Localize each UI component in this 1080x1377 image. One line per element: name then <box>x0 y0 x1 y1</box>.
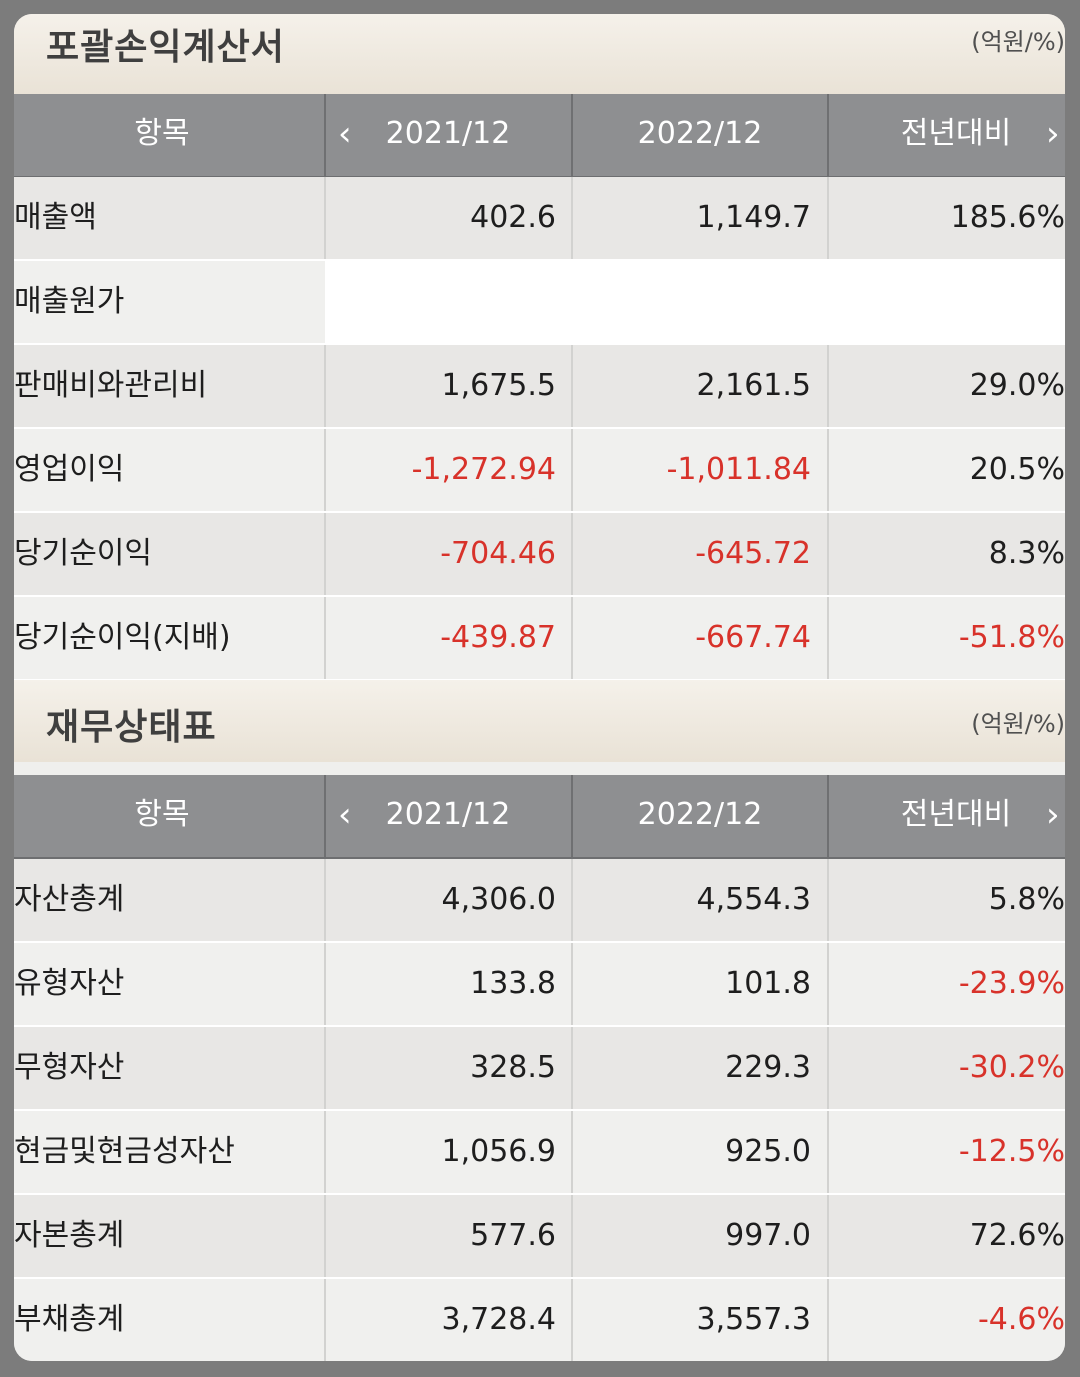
value-col3: 185.6% <box>950 200 1065 235</box>
income-header-col1: 2021/12 <box>385 116 511 151</box>
row-label: 판매비와관리비 <box>14 368 208 403</box>
value-col2: -645.72 <box>695 536 811 571</box>
chevron-right-icon[interactable]: › <box>1046 114 1060 154</box>
table-row[interactable]: 판매비와관리비 1,675.5 2,161.5 29.0% <box>14 345 1065 429</box>
income-table-header: 항목 ‹ 2021/12 2022/12 전년대비 › <box>14 94 1065 178</box>
table-row[interactable]: 자본총계 577.6 997.0 72.6% <box>14 1195 1065 1279</box>
row-label: 현금및현금성자산 <box>14 1134 235 1169</box>
table-row[interactable]: 무형자산 328.5 229.3 -30.2% <box>14 1027 1065 1111</box>
balance-section-header: 재무상태표 (억원/%) <box>14 680 1065 762</box>
row-label: 자본총계 <box>14 1218 125 1253</box>
value-col1: 133.8 <box>470 966 556 1001</box>
row-label: 매출액 <box>14 200 97 235</box>
value-col3: -23.9% <box>958 966 1065 1001</box>
balance-unit: (억원/%) <box>971 710 1065 738</box>
table-row[interactable]: 매출액 402.6 1,149.7 185.6% <box>14 177 1065 261</box>
balance-header-col1: 2021/12 <box>385 797 511 832</box>
chevron-left-icon[interactable]: ‹ <box>338 114 352 154</box>
value-col3: 72.6% <box>969 1218 1065 1253</box>
row-label: 당기순이익 <box>14 536 152 571</box>
table-row[interactable]: 부채총계 3,728.4 3,557.3 -4.6% <box>14 1279 1065 1361</box>
chevron-left-icon[interactable]: ‹ <box>338 795 352 835</box>
value-col2: 1,149.7 <box>696 200 811 235</box>
value-col1: 402.6 <box>470 200 556 235</box>
value-col3: -30.2% <box>958 1050 1065 1085</box>
value-col2: -667.74 <box>695 620 811 655</box>
balance-title: 재무상태표 <box>46 707 217 748</box>
table-row[interactable]: 자산총계 4,306.0 4,554.3 5.8% <box>14 859 1065 943</box>
value-col3: 29.0% <box>969 368 1065 403</box>
value-col2: 229.3 <box>725 1050 811 1085</box>
value-col3: 8.3% <box>988 536 1065 571</box>
balance-table-header: 항목 ‹ 2021/12 2022/12 전년대비 › <box>14 775 1065 859</box>
value-col2: 4,554.3 <box>696 882 811 917</box>
value-col1: -704.46 <box>440 536 556 571</box>
value-col2: 3,557.3 <box>696 1302 811 1337</box>
balance-header-col3: 전년대비 <box>900 797 1012 832</box>
value-col1: 577.6 <box>470 1218 556 1253</box>
value-col3: -12.5% <box>958 1134 1065 1169</box>
row-label: 매출원가 <box>14 284 125 319</box>
value-col1: -1,272.94 <box>411 452 556 487</box>
row-label: 자산총계 <box>14 882 125 917</box>
financial-card: 포괄손익계산서 (억원/%) 항목 ‹ 2021/12 2022/12 전년대비… <box>14 14 1065 1361</box>
empty-values <box>325 261 1065 347</box>
balance-header-item: 항목 <box>134 797 190 832</box>
value-col1: 4,306.0 <box>441 882 556 917</box>
income-header-col2: 2022/12 <box>637 116 763 151</box>
value-col2: -1,011.84 <box>666 452 811 487</box>
value-col2: 2,161.5 <box>696 368 811 403</box>
value-col2: 997.0 <box>725 1218 811 1253</box>
row-label: 당기순이익(지배) <box>14 620 231 655</box>
income-section-header: 포괄손익계산서 (억원/%) <box>14 14 1065 96</box>
balance-header-col2: 2022/12 <box>637 797 763 832</box>
value-col1: 1,675.5 <box>441 368 556 403</box>
value-col3: -4.6% <box>977 1302 1065 1337</box>
income-unit: (억원/%) <box>971 28 1065 56</box>
table-row[interactable]: 매출원가 <box>14 261 1065 347</box>
value-col2: 925.0 <box>725 1134 811 1169</box>
income-header-col3: 전년대비 <box>900 116 1012 151</box>
value-col3: -51.8% <box>958 620 1065 655</box>
income-header-item: 항목 <box>134 116 190 151</box>
table-row[interactable]: 유형자산 133.8 101.8 -23.9% <box>14 943 1065 1027</box>
table-row[interactable]: 영업이익 -1,272.94 -1,011.84 20.5% <box>14 429 1065 513</box>
value-col1: -439.87 <box>440 620 556 655</box>
value-col2: 101.8 <box>725 966 811 1001</box>
table-row[interactable]: 당기순이익(지배) -439.87 -667.74 -51.8% <box>14 597 1065 681</box>
row-label: 유형자산 <box>14 966 125 1001</box>
value-col1: 328.5 <box>470 1050 556 1085</box>
value-col1: 1,056.9 <box>441 1134 556 1169</box>
table-row[interactable]: 현금및현금성자산 1,056.9 925.0 -12.5% <box>14 1111 1065 1195</box>
row-label: 무형자산 <box>14 1050 125 1085</box>
value-col3: 20.5% <box>969 452 1065 487</box>
row-label: 영업이익 <box>14 452 125 487</box>
income-title: 포괄손익계산서 <box>46 27 285 68</box>
table-row[interactable]: 당기순이익 -704.46 -645.72 8.3% <box>14 513 1065 597</box>
chevron-right-icon[interactable]: › <box>1046 795 1060 835</box>
value-col3: 5.8% <box>988 882 1065 917</box>
row-label: 부채총계 <box>14 1302 125 1337</box>
value-col1: 3,728.4 <box>441 1302 556 1337</box>
